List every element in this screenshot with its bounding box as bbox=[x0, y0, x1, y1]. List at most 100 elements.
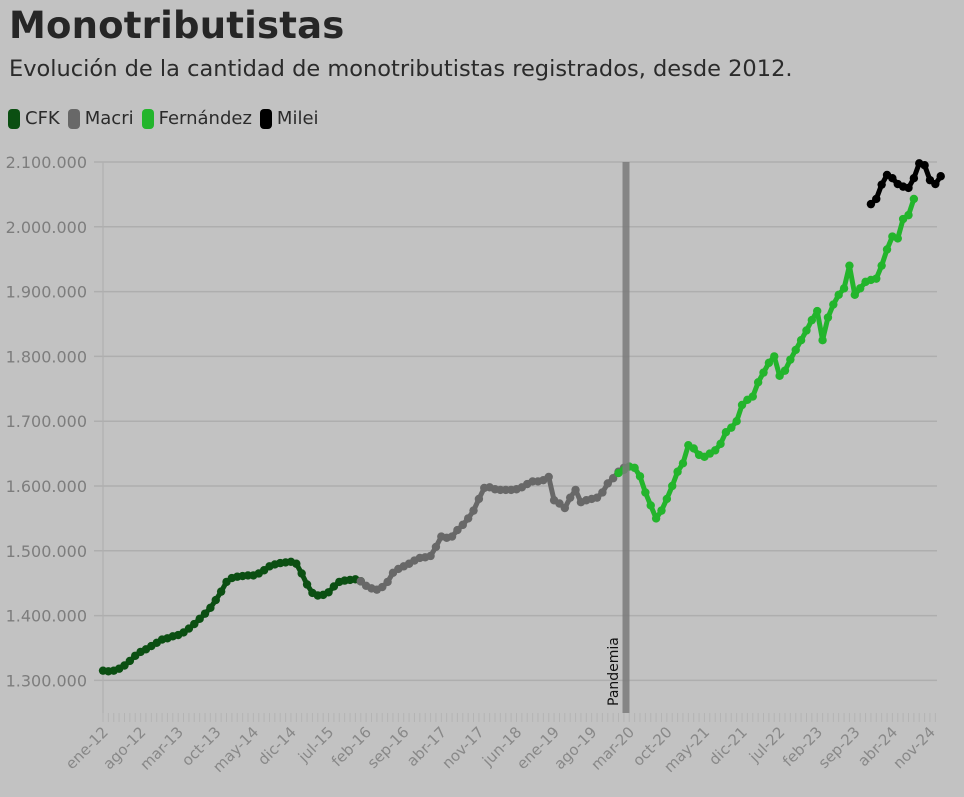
legend-label: Fernández bbox=[158, 108, 252, 129]
data-point[interactable] bbox=[571, 485, 580, 495]
data-point[interactable] bbox=[603, 479, 612, 488]
x-tick-label: sep-16 bbox=[364, 723, 413, 772]
data-point[interactable] bbox=[872, 194, 881, 204]
legend-item-milei[interactable]: Milei bbox=[259, 108, 319, 129]
data-point[interactable] bbox=[560, 503, 570, 513]
data-point[interactable] bbox=[845, 261, 854, 270]
data-point[interactable] bbox=[936, 172, 945, 181]
data-point[interactable] bbox=[780, 366, 790, 375]
data-point[interactable] bbox=[544, 472, 553, 482]
data-point[interactable] bbox=[635, 472, 645, 481]
series-lines bbox=[98, 159, 945, 676]
data-point[interactable] bbox=[190, 619, 199, 629]
data-point[interactable] bbox=[125, 656, 135, 666]
legend-label: CFK bbox=[25, 108, 60, 129]
data-point[interactable] bbox=[872, 274, 881, 283]
data-point[interactable] bbox=[678, 459, 688, 468]
data-point[interactable] bbox=[877, 261, 886, 270]
data-point[interactable] bbox=[426, 551, 435, 561]
data-point[interactable] bbox=[474, 494, 484, 504]
data-point[interactable] bbox=[641, 488, 650, 497]
data-point[interactable] bbox=[909, 174, 919, 183]
legend-item-cfk[interactable]: CFK bbox=[8, 108, 60, 129]
data-point[interactable] bbox=[764, 358, 774, 368]
data-point[interactable] bbox=[727, 423, 736, 432]
data-point[interactable] bbox=[598, 488, 607, 497]
data-point[interactable] bbox=[710, 446, 720, 455]
data-point[interactable] bbox=[453, 525, 462, 535]
data-point[interactable] bbox=[759, 368, 768, 377]
data-point[interactable] bbox=[216, 587, 226, 596]
data-point[interactable] bbox=[834, 290, 843, 300]
data-point[interactable] bbox=[850, 290, 859, 300]
data-point[interactable] bbox=[195, 614, 204, 624]
data-point[interactable] bbox=[431, 542, 441, 552]
data-point[interactable] bbox=[770, 352, 779, 361]
data-point[interactable] bbox=[657, 506, 666, 515]
data-point[interactable] bbox=[646, 501, 655, 510]
data-point[interactable] bbox=[668, 481, 677, 491]
data-point[interactable] bbox=[786, 355, 795, 364]
y-axis: 1.300.000 1.400.000 1.500.000 1.600.000 1.70… bbox=[6, 153, 87, 690]
data-point[interactable] bbox=[802, 326, 811, 335]
data-point[interactable] bbox=[469, 506, 478, 515]
legend-item-macri[interactable]: Macri bbox=[67, 108, 134, 129]
x-axis: ene-12ago-12mar-13oct-13may-14dic-14jul-… bbox=[62, 713, 939, 776]
data-point[interactable] bbox=[818, 336, 827, 345]
data-point[interactable] bbox=[893, 234, 902, 243]
data-point[interactable] bbox=[920, 161, 929, 170]
data-point[interactable] bbox=[791, 345, 800, 355]
data-point[interactable] bbox=[748, 392, 757, 401]
data-point[interactable] bbox=[383, 577, 392, 587]
data-point[interactable] bbox=[608, 474, 618, 483]
data-point[interactable] bbox=[200, 609, 210, 618]
data-point[interactable] bbox=[877, 180, 886, 189]
y-tick-label: 2.100.000 bbox=[6, 153, 87, 172]
legend: CFK Macri Fernández Milei bbox=[8, 108, 327, 129]
data-point[interactable] bbox=[292, 559, 301, 568]
data-point[interactable] bbox=[651, 514, 661, 523]
data-point[interactable] bbox=[866, 199, 876, 209]
data-point[interactable] bbox=[829, 300, 838, 309]
data-point[interactable] bbox=[324, 588, 333, 597]
data-point[interactable] bbox=[673, 467, 682, 476]
data-point[interactable] bbox=[592, 493, 602, 502]
legend-item-fernandez[interactable]: Fernández bbox=[141, 108, 252, 129]
data-point[interactable] bbox=[689, 444, 698, 453]
data-point[interactable] bbox=[882, 245, 892, 254]
data-point[interactable] bbox=[447, 532, 457, 541]
data-point[interactable] bbox=[839, 284, 849, 293]
pandemic-annotation: Pandemia bbox=[606, 162, 630, 713]
data-point[interactable] bbox=[796, 336, 806, 345]
data-point[interactable] bbox=[463, 514, 473, 523]
y-tick-label: 1.900.000 bbox=[6, 283, 87, 302]
data-point[interactable] bbox=[662, 494, 672, 504]
data-point[interactable] bbox=[565, 493, 575, 502]
data-point[interactable] bbox=[302, 580, 312, 589]
data-point[interactable] bbox=[813, 306, 822, 316]
data-point[interactable] bbox=[888, 174, 897, 183]
y-tick-label: 1.800.000 bbox=[6, 347, 87, 366]
data-point[interactable] bbox=[909, 194, 919, 204]
data-point[interactable] bbox=[931, 179, 940, 189]
data-point[interactable] bbox=[378, 582, 387, 592]
y-tick-label: 1.700.000 bbox=[6, 412, 87, 431]
pandemic-line bbox=[622, 162, 630, 713]
legend-swatch-macri bbox=[67, 108, 80, 129]
data-point[interactable] bbox=[716, 439, 725, 449]
data-point[interactable] bbox=[753, 378, 763, 387]
data-point[interactable] bbox=[807, 315, 817, 325]
data-point[interactable] bbox=[904, 210, 913, 220]
data-point[interactable] bbox=[823, 313, 833, 322]
data-point[interactable] bbox=[206, 603, 215, 613]
data-point[interactable] bbox=[297, 569, 306, 578]
data-point[interactable] bbox=[775, 371, 784, 381]
data-point[interactable] bbox=[732, 417, 741, 426]
data-point[interactable] bbox=[904, 183, 913, 193]
data-point[interactable] bbox=[855, 284, 865, 293]
data-point[interactable] bbox=[737, 400, 747, 410]
data-point[interactable] bbox=[458, 520, 467, 530]
data-point[interactable] bbox=[630, 463, 639, 473]
data-point[interactable] bbox=[211, 595, 220, 605]
